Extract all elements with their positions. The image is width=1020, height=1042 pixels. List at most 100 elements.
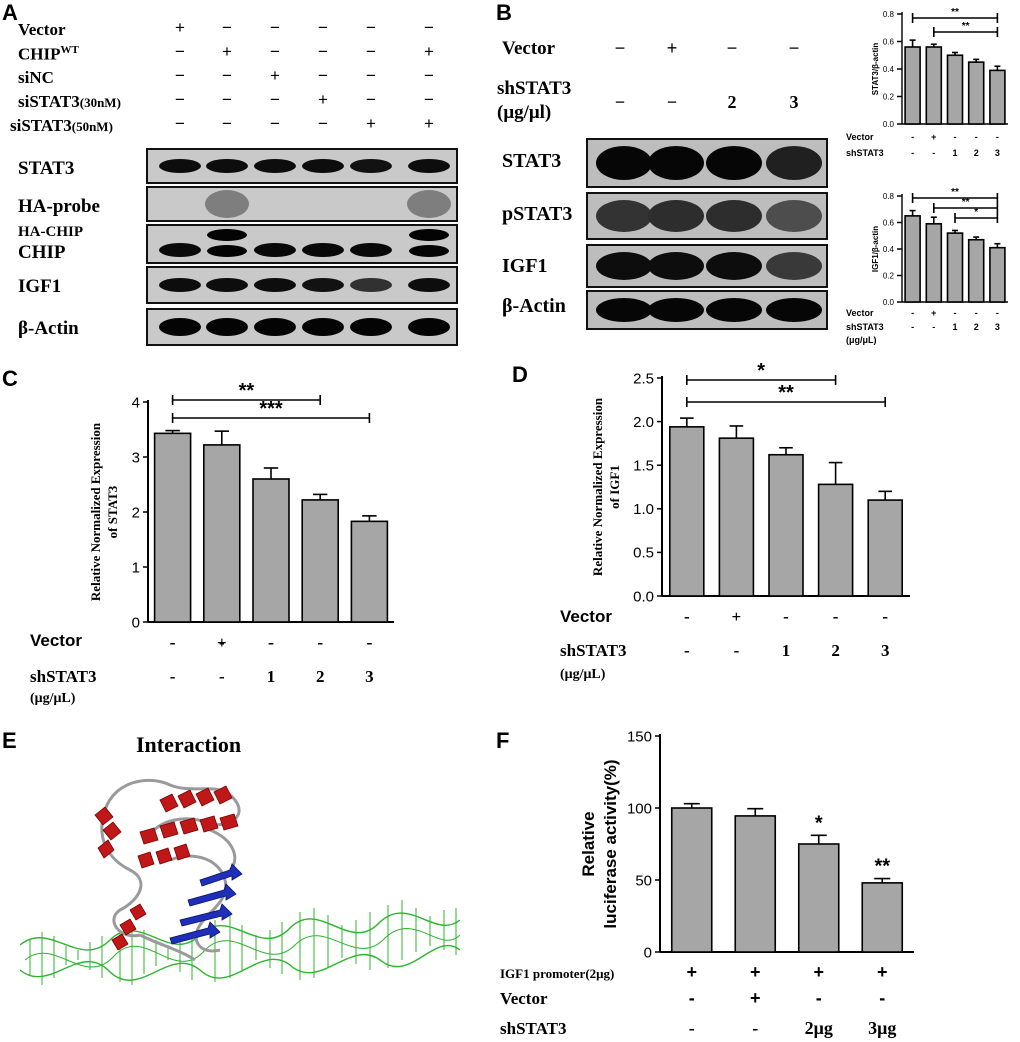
significance-label: **: [951, 7, 959, 18]
y-tick-label: 150: [627, 728, 652, 745]
blot-strip: [146, 224, 458, 264]
condition-label: shSTAT3: [846, 322, 884, 332]
panel-a-sign: −: [424, 18, 434, 37]
y-tick-label: 0.2: [883, 271, 895, 280]
condition-value: -: [954, 308, 957, 318]
y-tick-label: 0.2: [883, 92, 895, 101]
panel-a-sign: −: [175, 66, 185, 85]
condition-value: 3: [995, 148, 1000, 158]
condition-value: -: [268, 633, 274, 652]
panel-a-sign: −: [366, 90, 376, 109]
bar: [867, 499, 904, 597]
blot-bands: [159, 229, 449, 257]
panel-a-sign: −: [318, 42, 328, 61]
panel-b-letter: B: [496, 0, 512, 25]
significance-label: **: [962, 197, 970, 208]
condition-value: -: [752, 1018, 758, 1038]
y-axis-label: IGF1/β-actin: [871, 226, 880, 272]
condition-value: +: [750, 988, 761, 1008]
protein-dna-structure-image: [20, 778, 460, 985]
condition-label: shSTAT3: [500, 1019, 566, 1038]
y-tick-label: 1.0: [633, 501, 654, 518]
panel-a-sign: −: [222, 66, 232, 85]
condition-value: -: [689, 1018, 695, 1038]
bar: [670, 807, 713, 953]
condition-value: -: [367, 633, 373, 652]
y-axis-label: Relative Normalized Expression: [88, 422, 103, 601]
chart-c-stat3-expression: 0 1 2 3 4 ***** Relative Normalized Expression…: [30, 380, 394, 706]
panel-a-condition-label: Vector: [18, 20, 66, 39]
significance-label: **: [874, 856, 890, 878]
blot-strip: [586, 244, 828, 288]
y-tick-label: 2.0: [633, 414, 654, 431]
significance-label: *: [974, 207, 978, 218]
significance-label: **: [239, 380, 255, 402]
significance-label: ***: [259, 398, 283, 420]
blot-strip: [146, 266, 458, 304]
condition-label: shSTAT3: [30, 667, 96, 686]
bar: [252, 478, 290, 623]
panel-a-sign: −: [270, 42, 280, 61]
condition-label: Vector: [846, 132, 874, 142]
blot-label: STAT3: [502, 150, 562, 172]
condition-value: -: [367, 633, 373, 652]
bar: [904, 215, 921, 303]
bar: [669, 426, 705, 597]
bar: [946, 54, 964, 125]
panel-a-sign: −: [175, 114, 185, 133]
condition-label: Vector: [30, 631, 82, 650]
condition-value: +: [686, 962, 697, 982]
condition-label: Vector: [500, 989, 548, 1008]
panel-a-condition-label: siSTAT3(50nM): [10, 116, 113, 135]
blot-label: HA-CHIP: [18, 224, 83, 240]
blot-label: β-Actin: [502, 295, 566, 317]
bar: [203, 444, 241, 623]
condition-value: +: [732, 607, 742, 626]
condition-value: -: [911, 148, 914, 158]
condition-value: 3: [365, 667, 374, 686]
y-axis-label: Relative Normalized Expression: [590, 397, 605, 576]
condition-value: -: [879, 988, 885, 1008]
condition-value: 2: [974, 322, 979, 332]
y-tick-label: 0.6: [883, 218, 895, 227]
bar: [904, 46, 921, 125]
blot-label: β-Actin: [18, 318, 79, 339]
panel-a-sign: +: [424, 114, 434, 133]
panel-b-sign: −: [726, 38, 738, 58]
blot-label: HA-probe: [18, 196, 100, 217]
blot-bands: [159, 318, 450, 336]
bar: [967, 61, 985, 125]
panel-a-sign: +: [318, 90, 328, 109]
blot-strip: [146, 186, 458, 222]
condition-unit: (μg/μL): [30, 691, 76, 706]
bar: [153, 432, 192, 623]
condition-value: 2: [831, 641, 840, 660]
blot-bands: [596, 200, 822, 232]
condition-label: Vector: [846, 308, 874, 318]
y-tick-label: 4: [132, 394, 140, 411]
panel-b-sign: −: [666, 92, 678, 112]
significance-label: **: [962, 21, 970, 32]
y-tick-label: 0.0: [883, 298, 895, 307]
bar: [350, 520, 389, 623]
y-axis-label: Relative: [579, 811, 598, 876]
panel-a-sign: −: [270, 114, 280, 133]
condition-label: IGF1 promoter(2μg): [500, 966, 614, 981]
bar: [817, 483, 854, 597]
panel-a-sign: +: [270, 66, 280, 85]
condition-value: 1: [267, 667, 276, 686]
condition-value: -: [911, 132, 914, 142]
condition-value: -: [170, 633, 176, 652]
panel-a-sign: −: [222, 18, 232, 37]
condition-value: -: [975, 308, 978, 318]
panel-a-sign: −: [270, 18, 280, 37]
condition-label: Vector: [560, 607, 612, 626]
y-tick-label: 0.0: [633, 588, 654, 605]
panel-b-sign: +: [666, 38, 678, 58]
y-tick-label: 0.0: [883, 120, 895, 129]
condition-value: -: [996, 308, 999, 318]
panel-a-sign: −: [222, 114, 232, 133]
condition-value: -: [882, 607, 888, 626]
condition-value: -: [684, 641, 690, 660]
panel-a-sign: −: [366, 42, 376, 61]
